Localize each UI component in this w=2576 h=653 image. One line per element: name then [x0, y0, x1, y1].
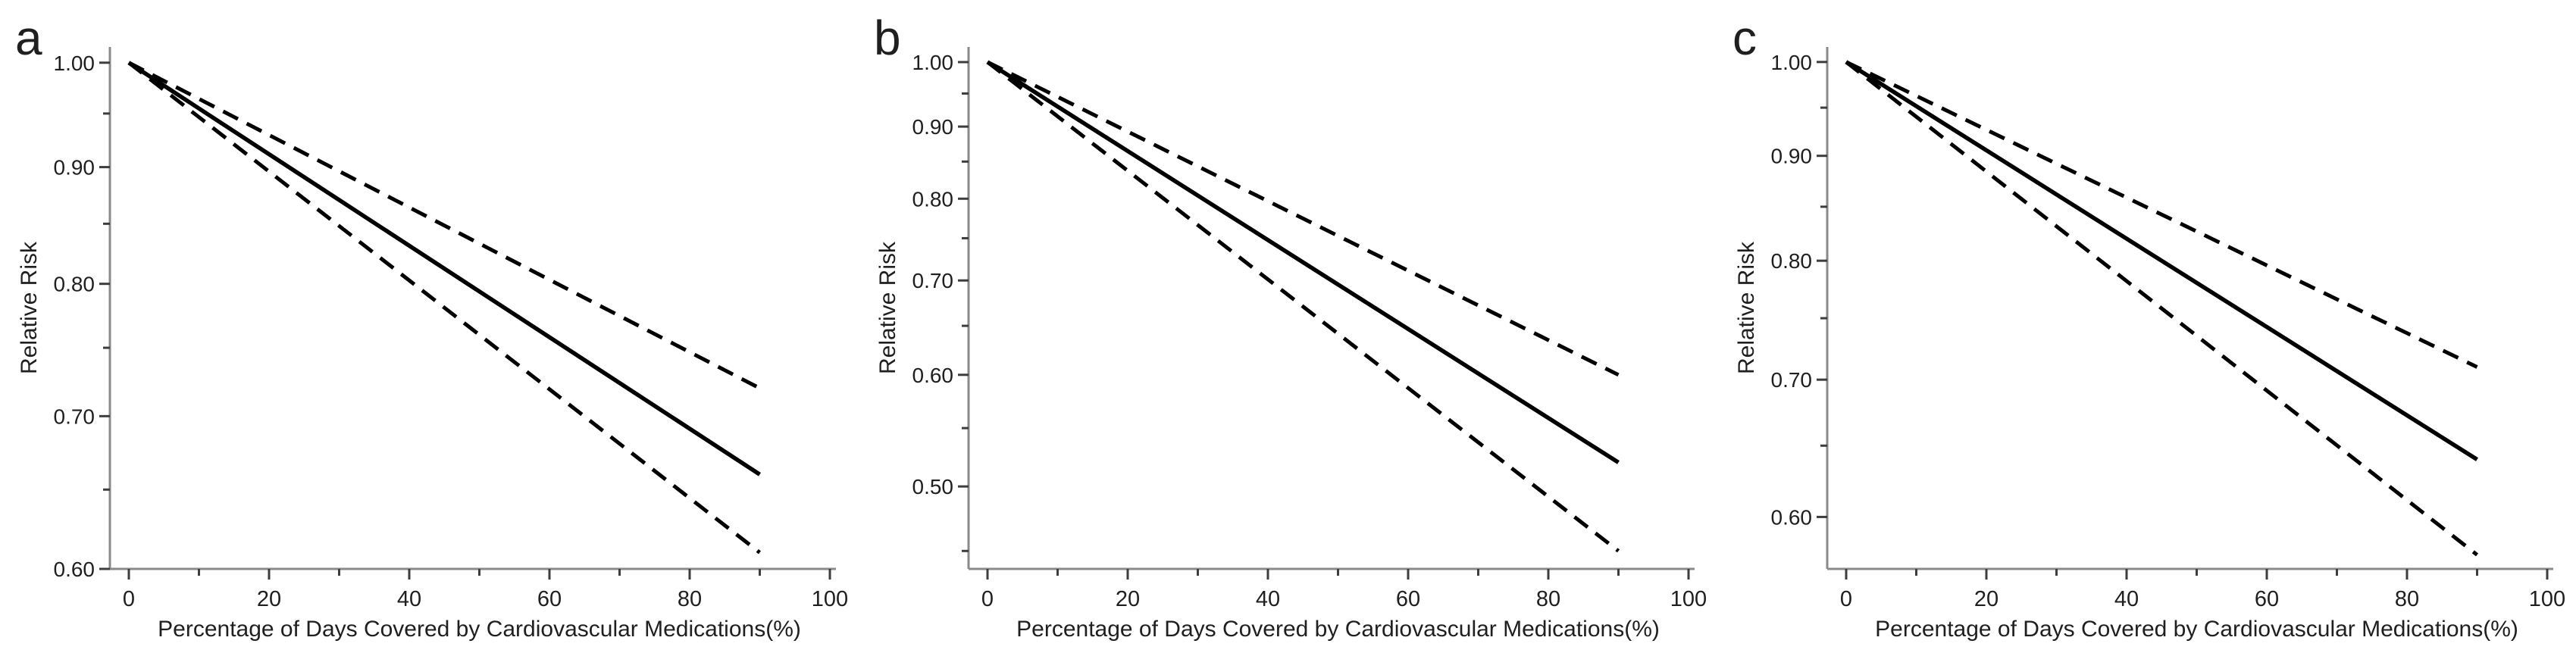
x-tick-label: 40	[1256, 587, 1280, 611]
y-tick-label: 0.70	[1771, 368, 1813, 392]
series-line-upper-95%-confidence-limit	[986, 60, 1620, 377]
y-tick-label: 0.80	[912, 187, 954, 211]
panel-label: c	[1732, 11, 1757, 65]
x-axis-ticks: 0 20 40 60 80 100	[123, 569, 848, 611]
x-axis-title: Percentage of Days Covered by Cardiovasc…	[1016, 617, 1660, 642]
x-tick-label: 0	[981, 587, 994, 611]
series-lines	[127, 61, 762, 555]
y-tick-label: 0.90	[912, 115, 954, 139]
x-tick-label: 60	[2255, 587, 2279, 611]
series-line-upper-95%-confidence-limit	[127, 61, 761, 390]
x-tick-label: 40	[2114, 587, 2139, 611]
x-tick-label: 80	[2395, 587, 2419, 611]
y-axis-title: Relative Risk	[875, 241, 900, 374]
series-line-relative-risk-estimate	[1845, 60, 2478, 461]
series-lines	[986, 60, 1620, 553]
axes	[1826, 47, 2553, 570]
x-tick-label: 40	[397, 587, 421, 611]
y-tick-label: 0.50	[912, 475, 954, 498]
y-tick-label: 1.00	[1771, 51, 1813, 74]
panel-chart-c: 1.00 0.90 0.80 0.70 0.60 0 20 40 60 80 100 c Percent…	[1717, 0, 2576, 653]
y-tick-label: 0.60	[54, 558, 95, 581]
x-tick-label: 20	[1974, 587, 1999, 611]
series-line-lower-95%-confidence-limit	[986, 60, 1620, 553]
x-tick-label: 100	[812, 587, 848, 611]
series-lines	[1845, 60, 2479, 557]
y-axis-title: Relative Risk	[17, 241, 42, 374]
x-tick-label: 20	[1116, 587, 1140, 611]
x-axis-title: Percentage of Days Covered by Cardiovasc…	[1875, 617, 2518, 642]
y-axis-ticks: 1.00 0.90 0.80 0.70 0.60	[54, 52, 110, 581]
y-axis-title: Relative Risk	[1734, 241, 1759, 374]
panel-chart-a: 1.00 0.90 0.80 0.70 0.60 0 20 40 60 80 100 a Percent…	[0, 0, 859, 653]
x-tick-label: 100	[1670, 587, 1707, 611]
x-tick-label: 20	[257, 587, 281, 611]
x-axis-title: Percentage of Days Covered by Cardiovasc…	[158, 617, 801, 642]
chart-svg-c: 1.00 0.90 0.80 0.70 0.60 0 20 40 60 80 100 c Percent…	[1732, 11, 2565, 642]
x-tick-label: 0	[1840, 587, 1852, 611]
series-line-relative-risk-estimate	[986, 60, 1620, 464]
y-axis-ticks: 1.00 0.90 0.80 0.70 0.60 0.50	[912, 51, 969, 552]
y-tick-label: 0.80	[54, 273, 95, 296]
chart-svg-b: 1.00 0.90 0.80 0.70 0.60 0.50 0 20 40 60 80 100 b Per…	[874, 11, 1707, 642]
y-tick-label: 0.60	[912, 364, 954, 387]
y-tick-label: 0.70	[54, 405, 95, 428]
x-tick-label: 80	[678, 587, 702, 611]
series-line-lower-95%-confidence-limit	[1845, 60, 2479, 557]
x-tick-label: 60	[1396, 587, 1420, 611]
x-tick-label: 100	[2529, 587, 2565, 611]
panel-label: b	[874, 11, 901, 65]
chart-svg-a: 1.00 0.90 0.80 0.70 0.60 0 20 40 60 80 100 a Percent…	[15, 11, 848, 642]
x-axis-ticks: 0 20 40 60 80 100	[981, 569, 1707, 611]
y-tick-label: 0.60	[1771, 505, 1813, 529]
x-axis-ticks: 0 20 40 60 80 100	[1840, 569, 2565, 611]
axes	[967, 47, 1695, 570]
x-tick-label: 80	[1536, 587, 1560, 611]
panel-chart-b: 1.00 0.90 0.80 0.70 0.60 0.50 0 20 40 60 80 100 b Per…	[859, 0, 1717, 653]
y-tick-label: 0.80	[1771, 249, 1813, 273]
series-line-upper-95%-confidence-limit	[1845, 60, 2478, 369]
y-tick-label: 1.00	[54, 52, 95, 75]
series-line-lower-95%-confidence-limit	[127, 61, 762, 555]
y-tick-label: 0.90	[1771, 145, 1813, 168]
axes	[108, 47, 836, 570]
y-tick-label: 1.00	[912, 51, 954, 74]
y-tick-label: 0.70	[912, 269, 954, 292]
panel-label: a	[15, 11, 42, 65]
y-axis-ticks: 1.00 0.90 0.80 0.70 0.60	[1771, 51, 1827, 529]
x-tick-label: 0	[123, 587, 135, 611]
y-tick-label: 0.90	[54, 156, 95, 180]
x-tick-label: 60	[537, 587, 562, 611]
series-line-relative-risk-estimate	[127, 61, 762, 476]
